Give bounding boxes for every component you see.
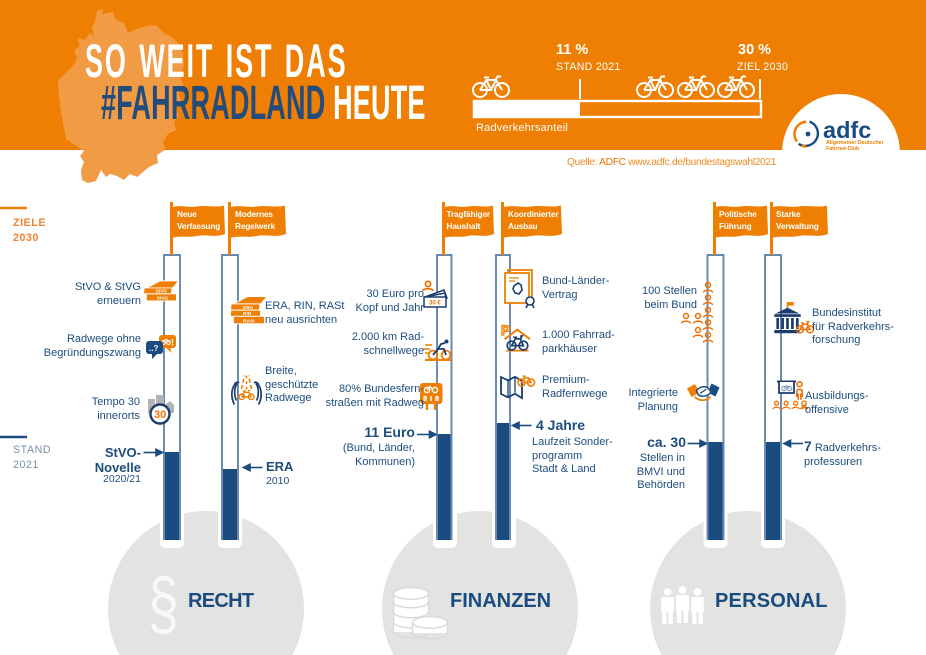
svg-text:..?: ..? (149, 344, 158, 353)
svg-text:RASt: RASt (243, 318, 255, 324)
svg-text:30 €: 30 € (429, 301, 441, 307)
svg-text:P: P (501, 323, 510, 338)
svg-text:30: 30 (154, 409, 166, 421)
svg-text:RIN: RIN (243, 311, 252, 317)
svg-text:ERA: ERA (243, 305, 254, 311)
svg-text:!: ! (171, 338, 174, 348)
svg-text:StVG: StVG (157, 296, 169, 301)
svg-text:StVO: StVO (156, 289, 168, 294)
